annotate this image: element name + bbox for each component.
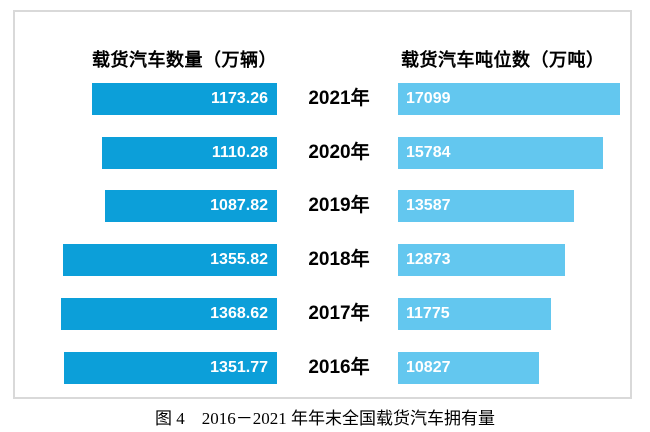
year-label-2018年: 2018年 <box>308 249 370 270</box>
right-series-title: 载货汽车吨位数（万吨） <box>401 50 605 70</box>
right-bar-2021年: 17099 <box>398 83 620 115</box>
figure-caption: 图 4 2016－2021 年年末全国载货汽车拥有量 <box>155 409 495 428</box>
year-label-2016年: 2016年 <box>308 357 370 378</box>
left-bar-2017年: 1368.62 <box>61 298 277 330</box>
right-bar-2020年: 15784 <box>398 137 603 169</box>
year-label-2019年: 2019年 <box>308 195 370 216</box>
year-label-2020年: 2020年 <box>308 142 370 163</box>
chart-frame: 载货汽车数量（万辆） 载货汽车吨位数（万吨） 1173.26 2021年 17099… <box>13 10 632 399</box>
left-bar-2020年: 1110.28 <box>102 137 277 169</box>
left-bar-2018年: 1355.82 <box>63 244 277 276</box>
left-bar-2021年: 1173.26 <box>92 83 277 115</box>
left-series-title: 载货汽车数量（万辆） <box>92 50 277 70</box>
right-bar-2016年: 10827 <box>398 352 539 384</box>
left-bar-2019年: 1087.82 <box>105 190 277 222</box>
right-bar-2018年: 12873 <box>398 244 565 276</box>
right-bar-2017年: 11775 <box>398 298 551 330</box>
year-label-2021年: 2021年 <box>308 88 370 109</box>
left-bar-2016年: 1351.77 <box>64 352 277 384</box>
year-label-2017年: 2017年 <box>308 303 370 324</box>
right-bar-2019年: 13587 <box>398 190 574 222</box>
